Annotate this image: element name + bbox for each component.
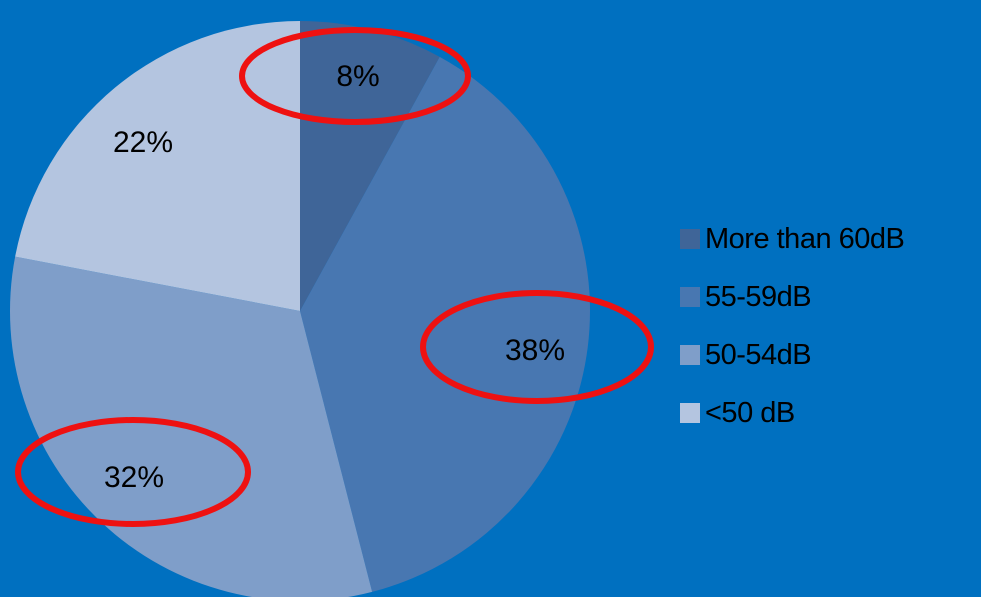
pie-slice	[300, 21, 440, 311]
pie-slice	[15, 21, 301, 311]
slice-data-label: 32%	[104, 461, 164, 494]
legend-item: More than 60dB	[680, 210, 980, 268]
slice-data-label: 8%	[336, 60, 379, 93]
legend-item: <50 dB	[680, 384, 980, 442]
pie-slice	[300, 56, 590, 592]
slice-data-label: 38%	[505, 334, 565, 367]
highlight-ellipse	[239, 27, 471, 125]
legend-label: 55-59dB	[705, 280, 812, 313]
legend-swatch	[680, 403, 700, 423]
chart-legend: More than 60dB 55-59dB 50-54dB <50 dB	[680, 210, 980, 442]
legend-item: 50-54dB	[680, 326, 980, 384]
legend-swatch	[680, 229, 700, 249]
legend-label: <50 dB	[705, 396, 795, 429]
legend-label: 50-54dB	[705, 338, 812, 371]
legend-swatch	[680, 345, 700, 365]
pie-data-labels: 8% 38% 32% 22%	[104, 60, 565, 494]
slice-data-label: 22%	[113, 126, 173, 159]
highlight-ellipses	[15, 27, 654, 527]
legend-swatch	[680, 287, 700, 307]
legend-item: 55-59dB	[680, 268, 980, 326]
pie-slices	[10, 21, 590, 597]
legend-label: More than 60dB	[705, 222, 905, 255]
highlight-ellipse	[15, 417, 251, 527]
highlight-ellipse	[420, 290, 654, 404]
